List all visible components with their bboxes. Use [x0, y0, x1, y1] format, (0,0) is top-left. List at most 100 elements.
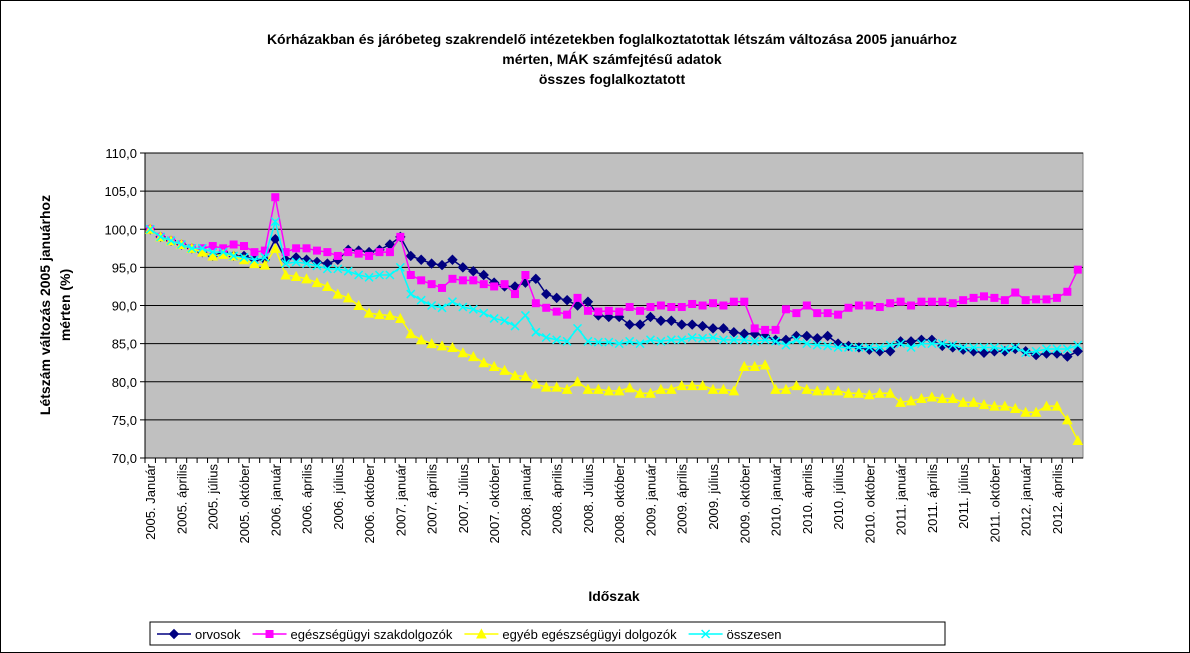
- marker: [479, 308, 489, 318]
- marker: [540, 381, 552, 392]
- marker: [655, 383, 667, 394]
- marker: [822, 385, 833, 396]
- marker: [884, 346, 896, 357]
- marker: [520, 370, 531, 381]
- marker: [552, 335, 562, 345]
- marker: [344, 248, 353, 257]
- marker: [468, 265, 479, 277]
- marker: [447, 341, 458, 352]
- marker: [823, 341, 833, 351]
- marker: [707, 323, 719, 334]
- legend-label: összesen: [727, 627, 782, 642]
- marker: [740, 297, 749, 306]
- y-tick-label: 95,0: [112, 260, 137, 275]
- marker: [655, 315, 667, 326]
- marker: [907, 301, 916, 310]
- marker: [168, 628, 180, 640]
- x-tick-label: 2007. január: [393, 463, 408, 536]
- marker: [832, 385, 844, 396]
- marker: [603, 385, 615, 396]
- marker: [375, 248, 384, 257]
- marker: [438, 283, 447, 292]
- marker: [542, 303, 551, 312]
- marker: [322, 280, 333, 291]
- marker: [957, 396, 969, 407]
- marker: [635, 339, 645, 349]
- marker: [551, 381, 563, 392]
- x-axis-title: Időszak: [588, 588, 640, 604]
- marker: [260, 246, 269, 255]
- x-tick-label: 2007. Július: [456, 464, 471, 534]
- marker: [738, 360, 750, 371]
- marker: [718, 383, 729, 394]
- marker: [625, 303, 634, 312]
- marker: [614, 339, 624, 349]
- marker: [959, 296, 968, 305]
- marker: [552, 307, 561, 316]
- marker: [645, 387, 656, 398]
- marker: [885, 340, 895, 350]
- marker: [615, 307, 624, 316]
- marker: [884, 387, 896, 398]
- x-tick-label: 2006. április: [300, 464, 315, 535]
- marker: [311, 277, 323, 288]
- marker: [385, 270, 395, 280]
- marker: [249, 255, 259, 265]
- marker: [843, 387, 854, 398]
- marker: [384, 309, 396, 320]
- marker: [666, 315, 677, 326]
- marker: [594, 307, 603, 316]
- x-tick-label: 2008. Július: [581, 464, 596, 534]
- marker: [613, 385, 625, 396]
- marker: [886, 299, 895, 308]
- marker: [469, 276, 478, 285]
- marker: [969, 342, 979, 352]
- marker: [896, 297, 905, 306]
- marker: [323, 248, 332, 257]
- marker: [686, 379, 698, 391]
- marker: [531, 327, 541, 337]
- marker: [687, 332, 697, 343]
- marker: [676, 379, 688, 391]
- marker: [363, 307, 375, 318]
- marker: [677, 303, 686, 312]
- x-tick-label: 2007. október: [487, 463, 502, 543]
- x-tick-label: 2009. április: [675, 464, 690, 535]
- marker: [208, 242, 217, 251]
- marker: [874, 387, 886, 398]
- y-tick-label: 90,0: [112, 299, 137, 314]
- marker: [1041, 344, 1052, 354]
- marker: [265, 630, 274, 638]
- x-tick-label: 2008. október: [612, 463, 627, 543]
- marker: [270, 217, 280, 227]
- marker: [864, 389, 875, 400]
- marker: [521, 271, 530, 279]
- marker: [916, 339, 926, 349]
- marker: [396, 232, 405, 241]
- marker: [938, 297, 947, 306]
- marker: [833, 342, 843, 352]
- marker: [395, 262, 405, 272]
- marker: [771, 325, 780, 334]
- marker: [813, 309, 822, 318]
- marker: [531, 299, 540, 308]
- x-tick-label: 2009. október: [737, 463, 752, 543]
- marker: [1021, 348, 1031, 358]
- marker: [729, 297, 738, 306]
- marker: [406, 289, 416, 299]
- marker: [447, 254, 458, 265]
- marker: [760, 335, 770, 345]
- marker: [948, 299, 957, 308]
- marker: [844, 303, 853, 312]
- marker: [415, 254, 427, 265]
- legend-label: egyéb egészségügyi dolgozók: [502, 627, 677, 642]
- marker: [207, 250, 219, 261]
- marker: [447, 297, 457, 307]
- marker: [301, 273, 312, 284]
- marker: [624, 319, 635, 330]
- marker: [656, 301, 665, 310]
- x-tick-label: 2005. július: [206, 464, 221, 530]
- marker: [926, 391, 938, 402]
- marker: [812, 333, 823, 344]
